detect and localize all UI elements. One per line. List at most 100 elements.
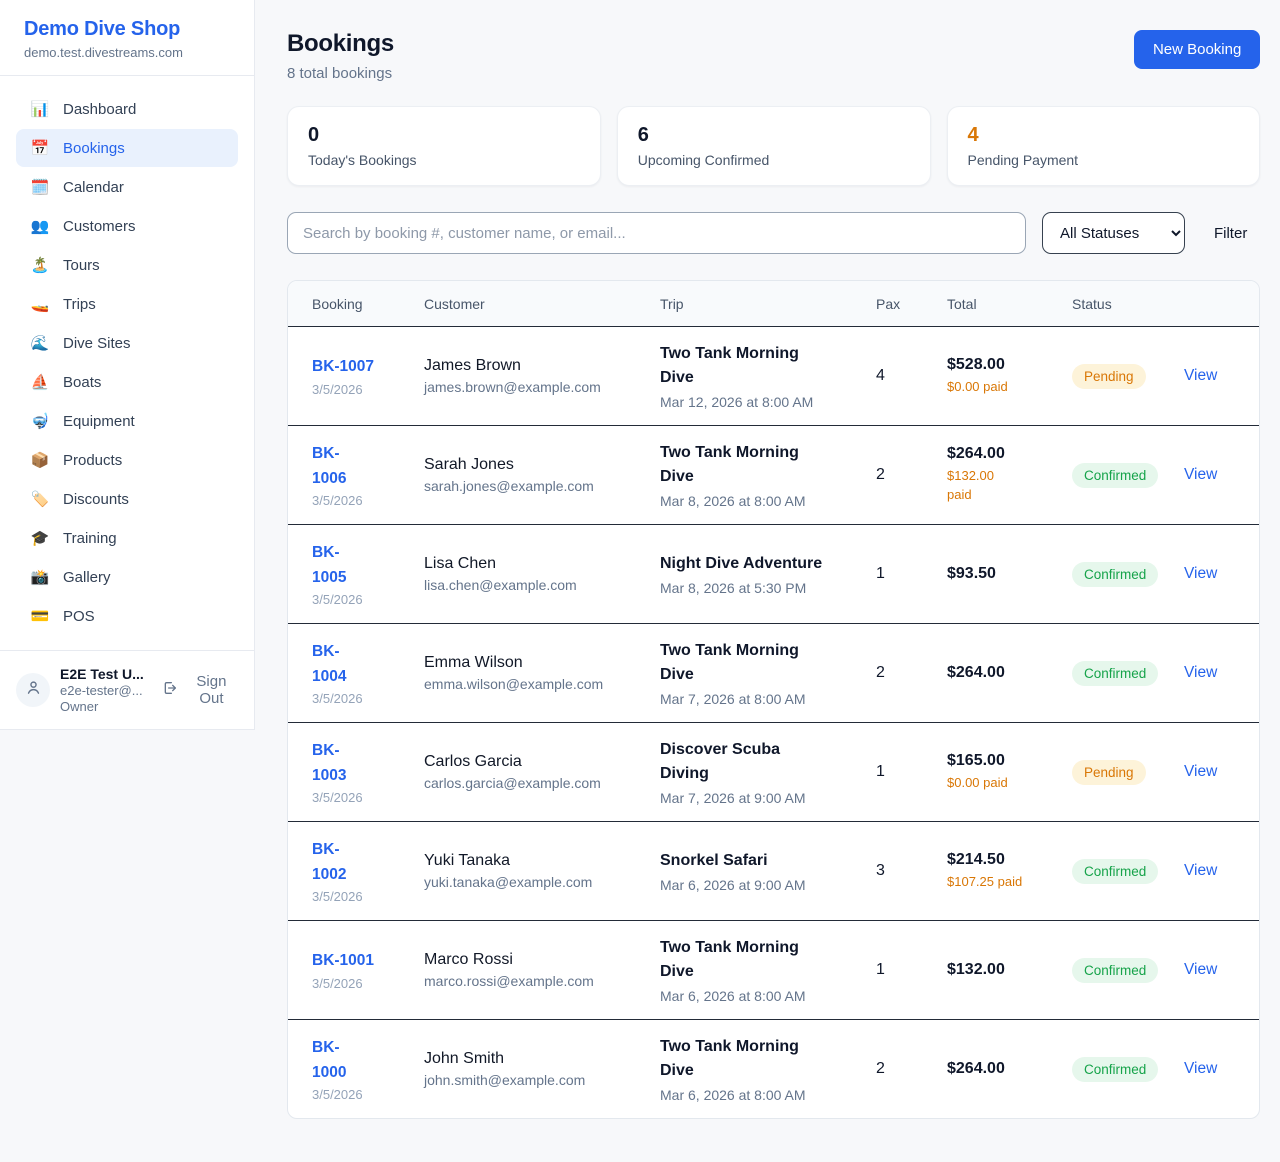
booking-id-link[interactable]: BK-1004 (312, 643, 347, 685)
table-row: BK-1005 3/5/2026 Lisa Chen lisa.chen@exa… (288, 524, 1260, 623)
booking-id-link[interactable]: BK-1002 (312, 841, 347, 883)
column-header-pax: Pax (876, 295, 901, 312)
pax-cell: 1 (876, 565, 885, 582)
customer-cell: Sarah Jones sarah.jones@example.com (424, 456, 660, 494)
sign-out-button[interactable]: Sign Out (162, 673, 238, 707)
sidebar-item-gallery[interactable]: 📸 Gallery (16, 558, 238, 596)
trip-cell: Two Tank Morning Dive Mar 7, 2026 at 8:0… (660, 639, 876, 707)
status-badge: Confirmed (1072, 957, 1159, 983)
booking-cell: BK-1006 3/5/2026 (312, 442, 424, 507)
paid-amount: $0.00 paid (947, 774, 1008, 790)
pax-cell: 3 (876, 862, 885, 879)
customer-name: James Brown (424, 357, 521, 374)
view-link[interactable]: View (1184, 466, 1218, 483)
island-icon: 🏝️ (30, 256, 50, 274)
booking-date: 3/5/2026 (312, 591, 363, 607)
column-header-booking: Booking (312, 295, 363, 312)
sidebar-item-bookings[interactable]: 📅 Bookings (16, 129, 238, 167)
column-header-trip: Trip (660, 295, 684, 312)
sidebar-item-equipment[interactable]: 🤿 Equipment (16, 402, 238, 440)
shop-domain: demo.test.divestreams.com (24, 45, 183, 60)
view-link[interactable]: View (1184, 367, 1218, 384)
sidebar-item-label: Discounts (63, 490, 129, 508)
customer-name: Carlos Garcia (424, 753, 522, 770)
filter-button[interactable]: Filter (1201, 225, 1260, 242)
sidebar-item-label: Tours (63, 256, 100, 274)
status-cell: Confirmed (1072, 660, 1184, 686)
view-link[interactable]: View (1184, 1060, 1218, 1077)
status-badge: Pending (1072, 759, 1146, 785)
total-amount: $264.00 (947, 664, 1005, 681)
sidebar-item-pos[interactable]: 💳 POS (16, 597, 238, 635)
total-amount: $214.50 (947, 850, 1005, 868)
total-cell: $165.00 $0.00 paid (947, 752, 1072, 793)
view-link[interactable]: View (1184, 763, 1218, 780)
sidebar-item-training[interactable]: 🎓 Training (16, 519, 238, 557)
sidebar-item-tours[interactable]: 🏝️ Tours (16, 246, 238, 284)
sidebar-item-label: Customers (63, 217, 136, 235)
booking-cell: BK-1002 3/5/2026 (312, 838, 424, 903)
booking-id-link[interactable]: BK-1000 (312, 1039, 347, 1081)
trip-name: Two Tank Morning Dive (660, 444, 799, 485)
credit-card-icon: 💳 (30, 607, 50, 625)
status-cell: Pending (1072, 759, 1184, 785)
booking-id-link[interactable]: BK-1007 (312, 358, 375, 376)
customer-name: John Smith (424, 1050, 505, 1067)
status-filter-select[interactable]: All Statuses (1041, 212, 1185, 254)
table-row: BK-1002 3/5/2026 Yuki Tanaka yuki.tanaka… (288, 821, 1260, 920)
sidebar-item-dashboard[interactable]: 📊 Dashboard (16, 90, 238, 128)
pax-cell: 1 (876, 961, 885, 978)
trip-cell: Two Tank Morning Dive Mar 6, 2026 at 8:0… (660, 1035, 876, 1103)
total-cell: $93.50 (947, 565, 1072, 583)
booking-date: 3/5/2026 (312, 1086, 363, 1102)
view-link[interactable]: View (1184, 961, 1218, 978)
avatar (16, 673, 50, 707)
total-amount: $264.00 (947, 445, 1005, 463)
view-link[interactable]: View (1184, 664, 1218, 681)
booking-id-link[interactable]: BK-1001 (312, 952, 375, 970)
sidebar-item-label: Gallery (63, 568, 111, 586)
trip-datetime: Mar 8, 2026 at 5:30 PM (660, 580, 807, 596)
view-link[interactable]: View (1184, 862, 1218, 879)
view-link[interactable]: View (1184, 565, 1218, 582)
toolbar: All Statuses Filter (287, 212, 1260, 254)
customer-email: sarah.jones@example.com (424, 478, 594, 494)
search-input[interactable] (287, 212, 1026, 254)
sidebar-item-label: Dive Sites (63, 334, 131, 352)
sidebar-nav: 📊 Dashboard 📅 Bookings 🗓️ Calendar 👥 Cus… (0, 76, 254, 650)
booking-id-link[interactable]: BK-1005 (312, 544, 347, 586)
sidebar-item-customers[interactable]: 👥 Customers (16, 207, 238, 245)
customer-name: Emma Wilson (424, 654, 523, 671)
stats-row: 0 Today's Bookings 6 Upcoming Confirmed … (287, 106, 1261, 186)
trip-name: Discover Scuba Diving (660, 741, 781, 782)
pax-cell: 1 (876, 763, 885, 780)
customer-email: emma.wilson@example.com (424, 676, 604, 692)
page-header: Bookings 8 total bookings New Booking (287, 30, 1261, 82)
camera-icon: 📸 (30, 568, 50, 586)
customer-email: carlos.garcia@example.com (424, 775, 601, 791)
table-row: BK-1000 3/5/2026 John Smith john.smith@e… (288, 1019, 1260, 1118)
booking-id-link[interactable]: BK-1006 (312, 445, 347, 487)
user-info: E2E Test U... e2e-tester@... Owner (60, 666, 150, 714)
sidebar-item-calendar[interactable]: 🗓️ Calendar (16, 168, 238, 206)
sidebar-item-label: Boats (63, 373, 102, 391)
actions-cell: View (1184, 664, 1235, 682)
booking-cell: BK-1005 3/5/2026 (312, 541, 424, 606)
sidebar-item-products[interactable]: 📦 Products (16, 441, 238, 479)
sidebar-item-trips[interactable]: 🚤 Trips (16, 285, 238, 323)
booking-date: 3/5/2026 (312, 888, 363, 904)
trip-datetime: Mar 7, 2026 at 9:00 AM (660, 790, 806, 806)
actions-cell: View (1184, 367, 1235, 385)
status-cell: Confirmed (1072, 561, 1184, 587)
pax-cell: 2 (876, 664, 885, 681)
total-cell: $264.00 (947, 1060, 1072, 1078)
user-role: Owner (60, 699, 99, 714)
booking-date: 3/5/2026 (312, 492, 363, 508)
booking-id-link[interactable]: BK-1003 (312, 742, 347, 784)
total-cell: $528.00 $0.00 paid (947, 356, 1072, 397)
sidebar-item-boats[interactable]: ⛵ Boats (16, 363, 238, 401)
sidebar-item-discounts[interactable]: 🏷️ Discounts (16, 480, 238, 518)
new-booking-button[interactable]: New Booking (1133, 30, 1261, 69)
status-cell: Confirmed (1072, 957, 1184, 983)
sidebar-item-dive-sites[interactable]: 🌊 Dive Sites (16, 324, 238, 362)
